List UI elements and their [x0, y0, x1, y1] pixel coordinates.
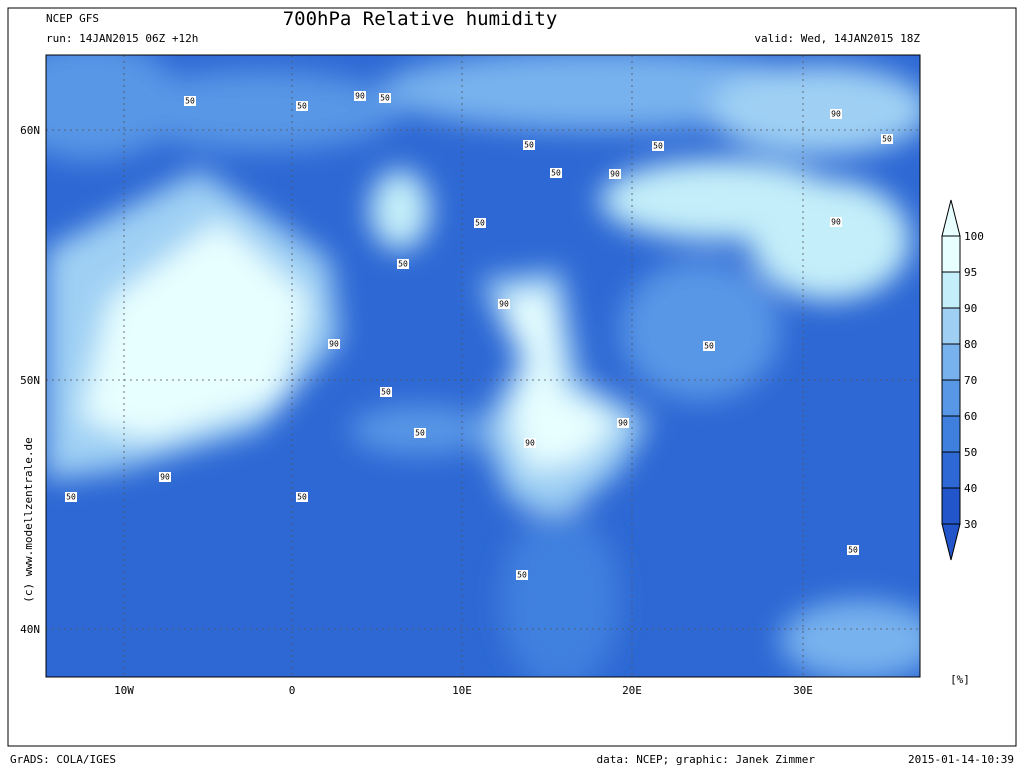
contour-label: 50 [66, 493, 76, 502]
contour-label: 50 [185, 97, 195, 106]
contour-label: 50 [297, 493, 307, 502]
contour-label-bg [328, 339, 340, 349]
contour-label-bg [609, 169, 621, 179]
credit: (c) www.modellzentrale.de [22, 437, 35, 603]
contour-label: 50 [381, 388, 391, 397]
contour-label-bg [617, 418, 629, 428]
lon-label: 30E [793, 684, 813, 697]
contour-label: 90 [610, 170, 620, 179]
contour-label-bg [523, 140, 535, 150]
contour-label: 50 [653, 142, 663, 151]
contour-label: 90 [831, 110, 841, 119]
contour-label: 50 [475, 219, 485, 228]
contour-label-bg [414, 428, 426, 438]
colorbar-label: 90 [964, 302, 977, 315]
contour-label: 90 [329, 340, 339, 349]
colorbar-label: 100 [964, 230, 984, 243]
lon-label: 10E [452, 684, 472, 697]
footer-center: data: NCEP; graphic: Janek Zimmer [596, 753, 815, 766]
colorbar-label: 50 [964, 446, 977, 459]
colorbar-swatch [941, 343, 961, 381]
contour-label-bg [881, 134, 893, 144]
contour-label-bg [65, 492, 77, 502]
contour-label-bg [184, 96, 196, 106]
contour-label-bg [379, 93, 391, 103]
contour-label: 50 [380, 94, 390, 103]
contour-label: 50 [551, 169, 561, 178]
lon-labels: 10W 0 10E 20E 30E [114, 684, 813, 697]
colorbar-swatch [941, 415, 961, 453]
contour-labels: 50 50 90 50 50 50 50 90 90 50 50 50 90 90 50 90 50 50 90 90… [65, 91, 893, 580]
valid-time: valid: Wed, 14JAN2015 18Z [754, 32, 920, 45]
contour-label: 90 [831, 218, 841, 227]
contour-label: 50 [297, 102, 307, 111]
colorbar-swatch [941, 271, 961, 309]
colorbar-swatch [941, 235, 961, 273]
colorbar-label: 60 [964, 410, 977, 423]
colorbar-swatch [941, 379, 961, 417]
colorbar-label: 80 [964, 338, 977, 351]
colorbar-label: 30 [964, 518, 977, 531]
run-time: run: 14JAN2015 06Z +12h [46, 32, 198, 45]
contour-label-bg [498, 299, 510, 309]
contour-label-bg [380, 387, 392, 397]
contour-label-bg [296, 492, 308, 502]
contour-label-bg [159, 472, 171, 482]
lat-label: 60N [20, 124, 40, 137]
model-name: NCEP GFS [46, 12, 99, 25]
contour-label: 50 [517, 571, 527, 580]
contour-label: 50 [398, 260, 408, 269]
contour-label-bg [524, 438, 536, 448]
colorbar-bottom-triangle [941, 523, 961, 561]
contour-label-bg [474, 218, 486, 228]
contour-label-bg [830, 109, 842, 119]
footer-right: 2015-01-14-10:39 [908, 753, 1014, 766]
colorbar-top-triangle [941, 199, 961, 237]
contour-label-bg [847, 545, 859, 555]
contour-label-bg [652, 141, 664, 151]
contour-label-bg [516, 570, 528, 580]
contour-label-bg [830, 217, 842, 227]
colorbar-label: 70 [964, 374, 977, 387]
contour-label: 50 [848, 546, 858, 555]
colorbar-swatch [941, 487, 961, 525]
contour-label-bg [703, 341, 715, 351]
contour-label: 90 [355, 92, 365, 101]
contour-label: 50 [415, 429, 425, 438]
map-border [45, 54, 921, 678]
contour-label: 90 [499, 300, 509, 309]
graticule [46, 55, 920, 677]
lon-label: 0 [289, 684, 296, 697]
map: 50 50 90 50 50 50 50 90 90 50 50 50 90 90 50 90 50 50 90 90… [46, 55, 920, 677]
colorbar-swatch [941, 307, 961, 345]
contour-label: 90 [525, 439, 535, 448]
contour-label-bg [296, 101, 308, 111]
lon-label: 20E [622, 684, 642, 697]
contour-label: 50 [882, 135, 892, 144]
contour-label: 50 [704, 342, 714, 351]
lat-labels: 60N 50N 40N [20, 124, 40, 636]
lon-label: 10W [114, 684, 134, 697]
contour-label-bg [550, 168, 562, 178]
contour-label: 90 [160, 473, 170, 482]
colorbar-unit: [%] [950, 673, 970, 686]
colorbar-swatch [941, 451, 961, 489]
contour-label-bg [354, 91, 366, 101]
lat-label: 40N [20, 623, 40, 636]
footer-left: GrADS: COLA/IGES [10, 753, 116, 766]
colorbar: 100 95 90 80 70 60 50 40 30 [941, 199, 984, 561]
frame [7, 7, 1017, 747]
colorbar-label: 40 [964, 482, 977, 495]
contour-label: 90 [618, 419, 628, 428]
title: 700hPa Relative humidity [283, 8, 558, 30]
lat-label: 50N [20, 374, 40, 387]
contour-label: 50 [524, 141, 534, 150]
contour-label-bg [397, 259, 409, 269]
colorbar-label: 95 [964, 266, 977, 279]
